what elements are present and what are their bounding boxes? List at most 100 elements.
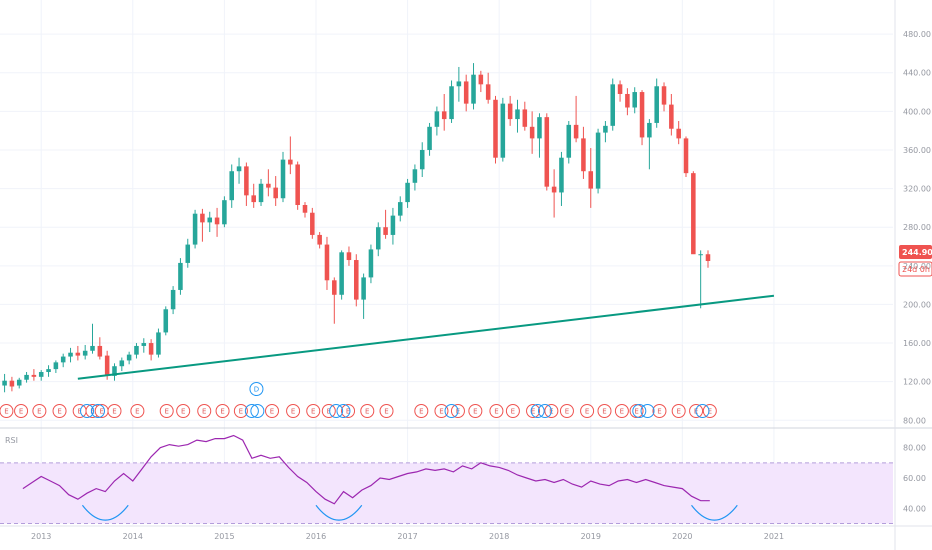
candle-body — [214, 217, 220, 225]
candle — [178, 258, 183, 295]
candle — [383, 209, 388, 239]
candle-body — [661, 86, 667, 105]
candle-body — [603, 125, 608, 133]
earnings-event-marker[interactable]: E — [652, 404, 667, 418]
split-event-marker[interactable] — [695, 404, 710, 418]
earnings-marker-label: E — [676, 408, 680, 416]
earnings-event-marker[interactable]: E — [14, 404, 29, 418]
dividend-event-marker[interactable]: D — [249, 382, 264, 396]
earnings-event-marker[interactable]: E — [559, 404, 574, 418]
split-event-marker[interactable] — [640, 404, 655, 418]
candle — [639, 90, 645, 146]
candle — [427, 122, 432, 156]
bar-countdown-badge: 24d 0h — [898, 261, 932, 277]
earnings-event-marker[interactable]: E — [286, 404, 301, 418]
earnings-marker-label: E — [531, 408, 535, 416]
split-event-marker[interactable] — [91, 404, 106, 418]
split-event-marker[interactable] — [537, 404, 552, 418]
price-tick-label: 240.00 — [903, 262, 931, 271]
earnings-marker-label: E — [634, 408, 638, 416]
last-price-badge[interactable]: 244.90 — [899, 245, 932, 259]
candle — [397, 196, 403, 222]
split-event-marker[interactable] — [444, 404, 459, 418]
earnings-event-marker[interactable]: E — [130, 404, 145, 418]
candle-body — [705, 254, 711, 261]
earnings-event-marker[interactable]: E — [341, 404, 356, 418]
earnings-event-marker[interactable]: E — [321, 404, 336, 418]
earnings-marker-circle — [107, 404, 122, 418]
earnings-marker-label: E — [602, 408, 606, 416]
candle-body — [449, 86, 454, 120]
candle-body — [46, 369, 51, 373]
candle-body — [207, 217, 213, 223]
earnings-event-marker[interactable]: E — [233, 404, 248, 418]
candle-body — [38, 372, 44, 377]
earnings-event-marker[interactable]: E — [215, 404, 230, 418]
candle-body — [288, 159, 293, 165]
candle — [185, 238, 191, 268]
split-event-marker[interactable] — [632, 404, 647, 418]
trendline-layer — [77, 294, 775, 380]
earnings-event-marker[interactable]: E — [526, 404, 541, 418]
earnings-event-marker[interactable]: E — [306, 404, 321, 418]
split-event-marker[interactable] — [244, 404, 259, 418]
earnings-event-marker[interactable]: E — [32, 404, 47, 418]
earnings-event-marker[interactable]: E — [94, 404, 109, 418]
candle-body — [625, 93, 630, 108]
earnings-event-marker[interactable]: E — [505, 404, 520, 418]
earnings-event-marker[interactable]: E — [72, 404, 87, 418]
split-event-marker[interactable] — [530, 404, 545, 418]
split-event-marker[interactable] — [80, 404, 95, 418]
split-event-marker[interactable] — [250, 404, 265, 418]
earnings-event-marker[interactable]: E — [265, 404, 280, 418]
candle — [573, 95, 579, 143]
earnings-event-marker[interactable]: E — [159, 404, 174, 418]
earnings-event-marker[interactable]: E — [360, 404, 375, 418]
candle — [368, 244, 374, 284]
time-tick-label: 2021 — [764, 532, 784, 541]
candle-body — [222, 200, 227, 225]
earnings-event-marker[interactable]: E — [702, 404, 717, 418]
dividend-marker-label: D — [254, 386, 259, 394]
earnings-event-marker[interactable]: E — [597, 404, 612, 418]
split-event-marker[interactable] — [329, 404, 344, 418]
candle — [595, 128, 601, 194]
earnings-event-marker[interactable]: E — [197, 404, 212, 418]
rsi-tick-label: 80.00 — [903, 444, 926, 453]
earnings-event-marker[interactable]: E — [52, 404, 67, 418]
candle — [332, 277, 337, 324]
candle — [419, 142, 425, 178]
earnings-event-marker[interactable]: E — [468, 404, 483, 418]
earnings-event-marker[interactable]: E — [434, 404, 449, 418]
candle-body — [9, 380, 15, 387]
earnings-event-marker[interactable]: E — [107, 404, 122, 418]
rsi-oversold-arc — [691, 504, 738, 521]
candle-body — [573, 124, 579, 139]
candle — [544, 113, 550, 191]
candle-body — [361, 277, 366, 300]
earnings-event-marker[interactable]: E — [580, 404, 595, 418]
earnings-event-marker[interactable]: E — [671, 404, 686, 418]
candle — [295, 161, 300, 210]
earnings-event-marker[interactable]: E — [614, 404, 629, 418]
candle-body — [295, 164, 300, 206]
candle — [390, 207, 396, 245]
candle — [97, 337, 103, 360]
earnings-marker-label: E — [346, 408, 350, 416]
earnings-marker-circle — [341, 404, 356, 418]
earnings-event-marker[interactable]: E — [414, 404, 429, 418]
earnings-event-marker[interactable]: E — [489, 404, 504, 418]
earnings-marker-label: E — [620, 408, 624, 416]
earnings-marker-circle — [130, 404, 145, 418]
candle — [625, 88, 630, 116]
time-tick-label: 2015 — [214, 532, 234, 541]
candle-body — [354, 260, 359, 300]
split-event-marker[interactable] — [336, 404, 351, 418]
earnings-event-marker[interactable]: E — [379, 404, 394, 418]
earnings-event-marker[interactable]: E — [176, 404, 191, 418]
support-trendline[interactable] — [77, 294, 775, 380]
candle-body — [397, 202, 403, 216]
earnings-marker-circle — [468, 404, 483, 418]
earnings-marker-circle — [159, 404, 174, 418]
earnings-event-marker[interactable]: E — [0, 404, 14, 418]
